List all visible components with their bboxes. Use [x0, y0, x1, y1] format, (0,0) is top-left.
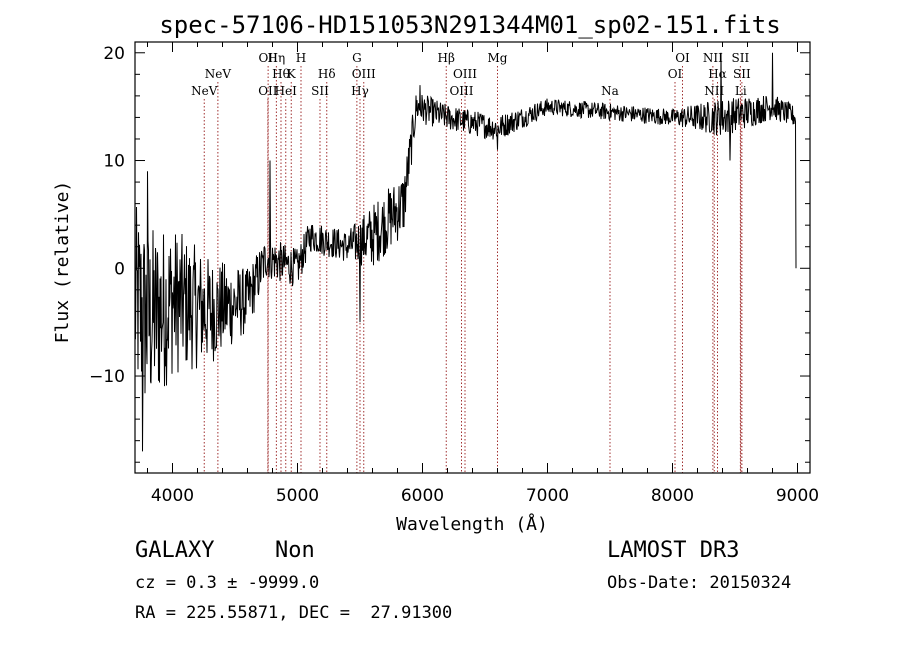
- emission-line-label: SII: [311, 84, 329, 98]
- emission-line-label: OI: [668, 67, 683, 81]
- emission-line-label: Li: [735, 84, 747, 98]
- emission-line-label: OII: [258, 51, 278, 65]
- emission-line-label: Na: [601, 84, 619, 98]
- x-axis-label: Wavelength (Å): [396, 513, 548, 535]
- x-tick-label: 4000: [151, 486, 194, 506]
- emission-line-label: OIII: [449, 84, 473, 98]
- y-tick-label: −10: [89, 367, 125, 387]
- emission-line-label: G: [352, 51, 362, 65]
- redshift-cz: cz = 0.3 ± -9999.0: [135, 573, 320, 593]
- emission-line-label: OI: [675, 51, 690, 65]
- emission-line-label: H: [296, 51, 306, 65]
- emission-line-label: Hη: [268, 51, 286, 65]
- coordinates: RA = 225.55871, DEC = 27.91300: [135, 603, 453, 623]
- emission-line-label: NeV: [191, 84, 218, 98]
- y-tick-label: 10: [103, 152, 125, 172]
- emission-line-labels: NeVNeVOIIOIIHηHθHeIKHSIIHδGHγOIIIHβOIIIO…: [191, 51, 751, 98]
- x-tick-label: 7000: [526, 486, 569, 506]
- emission-line-label: Hγ: [351, 84, 369, 98]
- emission-line-label: NII: [703, 51, 723, 65]
- object-class: GALAXY: [135, 538, 215, 563]
- x-tick-label: 6000: [401, 486, 444, 506]
- emission-line-label: NII: [704, 84, 724, 98]
- y-tick-label: 0: [114, 259, 125, 279]
- emission-line-label: OII: [258, 84, 278, 98]
- emission-line-label: Hβ: [438, 51, 455, 65]
- observation-date: Obs-Date: 20150324: [607, 573, 792, 593]
- emission-line-label: Hθ: [272, 67, 290, 81]
- x-tick-label: 8000: [651, 486, 694, 506]
- object-subclass: Non: [275, 538, 315, 563]
- x-tick-label: 5000: [276, 486, 319, 506]
- survey-name: LAMOST DR3: [607, 538, 740, 563]
- emission-line-label: OIII: [453, 67, 477, 81]
- emission-line-label: SII: [732, 51, 750, 65]
- x-tick-label: 9000: [776, 486, 819, 506]
- emission-line-label: OIII: [352, 67, 376, 81]
- y-axis-label: Flux (relative): [52, 181, 73, 344]
- emission-line-label: HeI: [275, 84, 298, 98]
- emission-line-label: Hδ: [318, 67, 336, 81]
- emission-line-label: NeV: [205, 67, 232, 81]
- y-tick-label: 20: [103, 44, 125, 64]
- x-axis: 4000 5000 6000 7000 8000 9000: [147, 42, 819, 506]
- spectrum-series-line: [134, 52, 797, 452]
- emission-line-label: K: [287, 67, 297, 81]
- y-axis: −10 0 10 20: [89, 44, 810, 463]
- emission-line-label: SII: [733, 67, 751, 81]
- chart-title: spec-57106-HD151053N291344M01_sp02-151.f…: [159, 11, 780, 39]
- emission-line-label: Mg: [488, 51, 508, 65]
- emission-line-label: Hα: [708, 67, 727, 81]
